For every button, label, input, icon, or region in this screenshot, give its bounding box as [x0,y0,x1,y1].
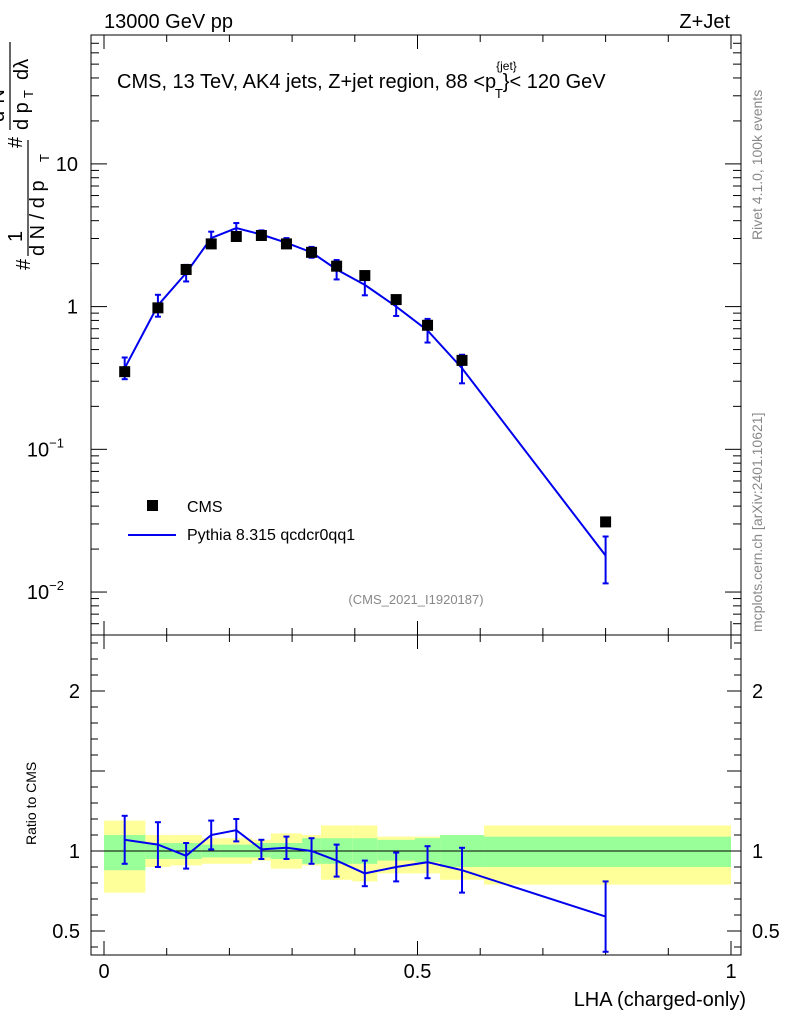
data-point [422,319,434,331]
y-label-dpT: d p [11,102,33,130]
ratio-line [124,829,606,918]
x-axis-label: LHA (charged-only) [574,989,746,1011]
legend-data-label: CMS [187,499,223,516]
data-point [152,302,164,314]
y-label-d2N: d2N [0,89,9,122]
ratio-y-label: Ratio to CMS [23,762,39,845]
chart-title: CMS, 13 TeV, AK4 jets, Z+jet region, 88 … [117,59,606,101]
main-panel-frame [90,34,742,636]
rivet-version-label: Rivet 4.1.0, 100k events [749,90,765,240]
data-point [230,230,242,242]
y-label-sub-T2: T [21,90,36,98]
data-point [390,294,402,306]
data-point [331,260,343,272]
y-label-hash: # [13,258,35,270]
y-label-hash2: # [5,136,27,148]
data-point [280,238,292,250]
data-point [255,229,267,241]
x-tick-label: 1 [725,961,736,983]
mcplots-credit-label: mcplots.cern.ch [arXiv:2401.10621] [749,413,765,632]
ratio-tick-label-right: 1 [752,841,763,863]
energy-label: 13000 GeV pp [104,11,233,33]
y-label-one: 1 [5,231,27,242]
ratio-band-inner [377,839,415,861]
data-point [359,270,371,282]
ratio-tick-label: 2 [69,681,80,703]
legend: CMS Pythia 8.315 qcdcr0qq1 [128,499,355,544]
ratio-tick-label: 0.5 [52,921,80,943]
data-point [205,238,217,250]
analysis-reference: (CMS_2021_I1920187) [348,592,483,607]
main-marks [119,222,612,585]
data-point [306,246,318,258]
data-point [119,366,131,378]
legend-data-marker [147,500,158,511]
ratio-bands [104,820,731,893]
y-tick-label: 10−2 [27,578,64,604]
y-tick-label: 10−1 [27,435,64,461]
ratio-tick-label: 1 [69,841,80,863]
ratio-tick-label-right: 0.5 [752,921,780,943]
axes: 0 0.5 1 10 1 10−1 10−2 2 2 1 1 0.5 0.5 [27,34,780,983]
process-label: Z+Jet [679,11,730,33]
data-point [456,354,468,366]
data-point [180,263,192,275]
data-point [600,516,612,528]
y-label-sub-T: T [37,154,52,162]
y-tick-label: 1 [67,297,78,319]
x-tick-label: 0 [98,961,109,983]
ratio-tick-label-right: 2 [752,681,763,703]
legend-mc-label: Pythia 8.315 qcdcr0qq1 [187,527,355,544]
x-tick-label: 0.5 [404,961,432,983]
y-tick-label: 10 [56,154,78,176]
y-label-dlambda: dλ [11,59,33,80]
y-axis-label: # 1 d N / d p T # d2N d p T dλ [0,42,52,270]
ratio-band-inner [483,836,731,867]
y-label-dN-dpT: d N / d p [27,180,49,256]
ratio-marks [121,814,609,953]
ratio-panel-frame [90,634,742,956]
